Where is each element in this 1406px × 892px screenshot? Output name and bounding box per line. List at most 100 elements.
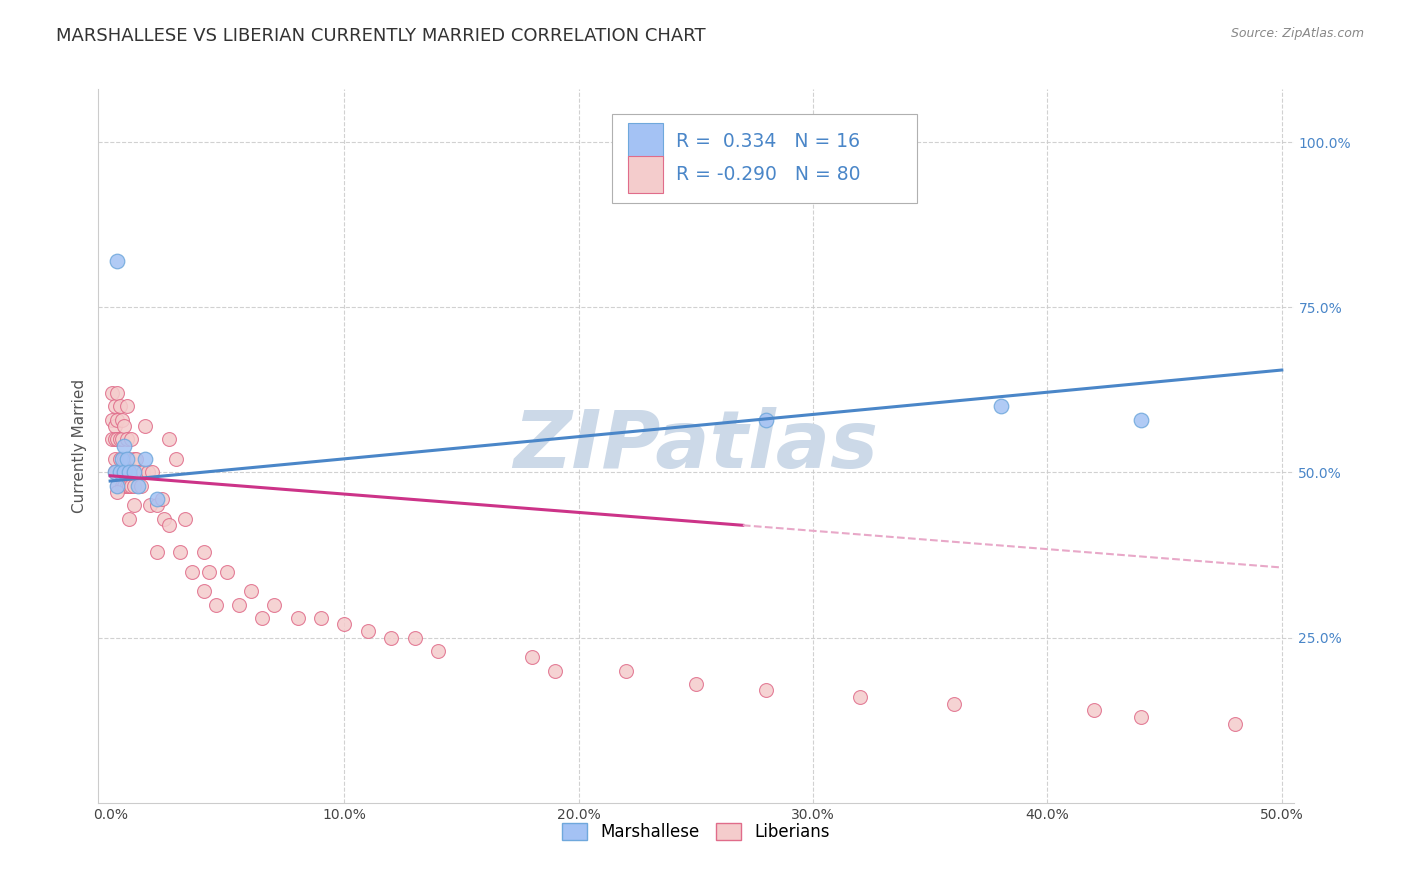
Point bbox=[115, 400, 138, 414]
Point bbox=[136, 466, 159, 480]
Point bbox=[120, 478, 142, 492]
Point bbox=[105, 433, 128, 447]
FancyBboxPatch shape bbox=[613, 114, 917, 203]
Point bbox=[122, 466, 145, 480]
Point bbox=[127, 466, 149, 480]
Point bbox=[544, 664, 567, 678]
Point bbox=[105, 412, 128, 426]
Point bbox=[104, 466, 127, 480]
Point bbox=[153, 511, 176, 525]
Text: ZIPatlas: ZIPatlas bbox=[513, 407, 879, 485]
Y-axis label: Currently Married: Currently Married bbox=[72, 379, 87, 513]
Point bbox=[217, 565, 239, 579]
Point bbox=[755, 683, 778, 698]
Point bbox=[120, 433, 142, 447]
Point bbox=[357, 624, 380, 638]
Point bbox=[239, 584, 262, 599]
FancyBboxPatch shape bbox=[628, 155, 662, 193]
Point bbox=[146, 545, 169, 559]
Point bbox=[122, 499, 145, 513]
Point bbox=[165, 452, 187, 467]
Point bbox=[157, 518, 180, 533]
Point bbox=[150, 491, 173, 506]
Point bbox=[104, 419, 127, 434]
Point bbox=[181, 565, 204, 579]
Point bbox=[104, 400, 127, 414]
Point bbox=[146, 499, 169, 513]
Point bbox=[685, 677, 707, 691]
Text: Source: ZipAtlas.com: Source: ZipAtlas.com bbox=[1230, 27, 1364, 40]
Point bbox=[333, 617, 356, 632]
Point bbox=[141, 466, 163, 480]
Point bbox=[228, 598, 250, 612]
Point bbox=[942, 697, 965, 711]
Point bbox=[115, 478, 138, 492]
Point bbox=[204, 598, 226, 612]
Point bbox=[115, 433, 138, 447]
Point bbox=[520, 650, 543, 665]
Point bbox=[197, 565, 219, 579]
Legend: Marshallese, Liberians: Marshallese, Liberians bbox=[555, 816, 837, 848]
Point bbox=[1130, 710, 1153, 724]
Point bbox=[101, 412, 124, 426]
Point bbox=[105, 478, 128, 492]
Point bbox=[105, 478, 128, 492]
Point bbox=[129, 478, 152, 492]
Point bbox=[132, 466, 155, 480]
Point bbox=[1130, 412, 1153, 426]
Text: MARSHALLESE VS LIBERIAN CURRENTLY MARRIED CORRELATION CHART: MARSHALLESE VS LIBERIAN CURRENTLY MARRIE… bbox=[56, 27, 706, 45]
Point bbox=[125, 452, 148, 467]
Point bbox=[252, 611, 274, 625]
Point bbox=[111, 478, 134, 492]
Point bbox=[118, 478, 141, 492]
Point bbox=[122, 478, 145, 492]
Point bbox=[157, 433, 180, 447]
FancyBboxPatch shape bbox=[628, 123, 662, 160]
Point bbox=[112, 452, 135, 467]
Point bbox=[112, 439, 135, 453]
Point bbox=[1083, 703, 1105, 717]
Point bbox=[118, 466, 141, 480]
Point bbox=[115, 452, 138, 467]
Point bbox=[127, 478, 149, 492]
Point bbox=[193, 545, 215, 559]
Point bbox=[134, 452, 156, 467]
Point bbox=[309, 611, 332, 625]
Point bbox=[104, 433, 127, 447]
Point bbox=[849, 690, 872, 704]
Point bbox=[118, 511, 141, 525]
Point bbox=[108, 466, 131, 480]
Point bbox=[104, 466, 127, 480]
Point bbox=[1223, 716, 1246, 731]
Point bbox=[174, 511, 197, 525]
Point bbox=[614, 664, 637, 678]
Point bbox=[169, 545, 191, 559]
Point bbox=[101, 386, 124, 401]
Point bbox=[108, 400, 131, 414]
Point bbox=[105, 466, 128, 480]
Point bbox=[139, 499, 162, 513]
Point bbox=[111, 412, 134, 426]
Point bbox=[104, 452, 127, 467]
Point bbox=[101, 433, 124, 447]
Point bbox=[111, 433, 134, 447]
Point bbox=[104, 466, 127, 480]
Point bbox=[118, 452, 141, 467]
Point bbox=[755, 412, 778, 426]
Point bbox=[990, 400, 1012, 414]
Point bbox=[105, 386, 128, 401]
Point bbox=[427, 644, 450, 658]
Point bbox=[146, 491, 169, 506]
Point bbox=[108, 452, 131, 467]
Point bbox=[380, 631, 402, 645]
Point bbox=[108, 433, 131, 447]
Point bbox=[112, 478, 135, 492]
Point bbox=[263, 598, 285, 612]
Point bbox=[112, 466, 135, 480]
Point bbox=[112, 419, 135, 434]
Point bbox=[134, 419, 156, 434]
Point bbox=[122, 452, 145, 467]
Point bbox=[193, 584, 215, 599]
Text: R = -0.290   N = 80: R = -0.290 N = 80 bbox=[676, 165, 860, 184]
Point bbox=[111, 452, 134, 467]
